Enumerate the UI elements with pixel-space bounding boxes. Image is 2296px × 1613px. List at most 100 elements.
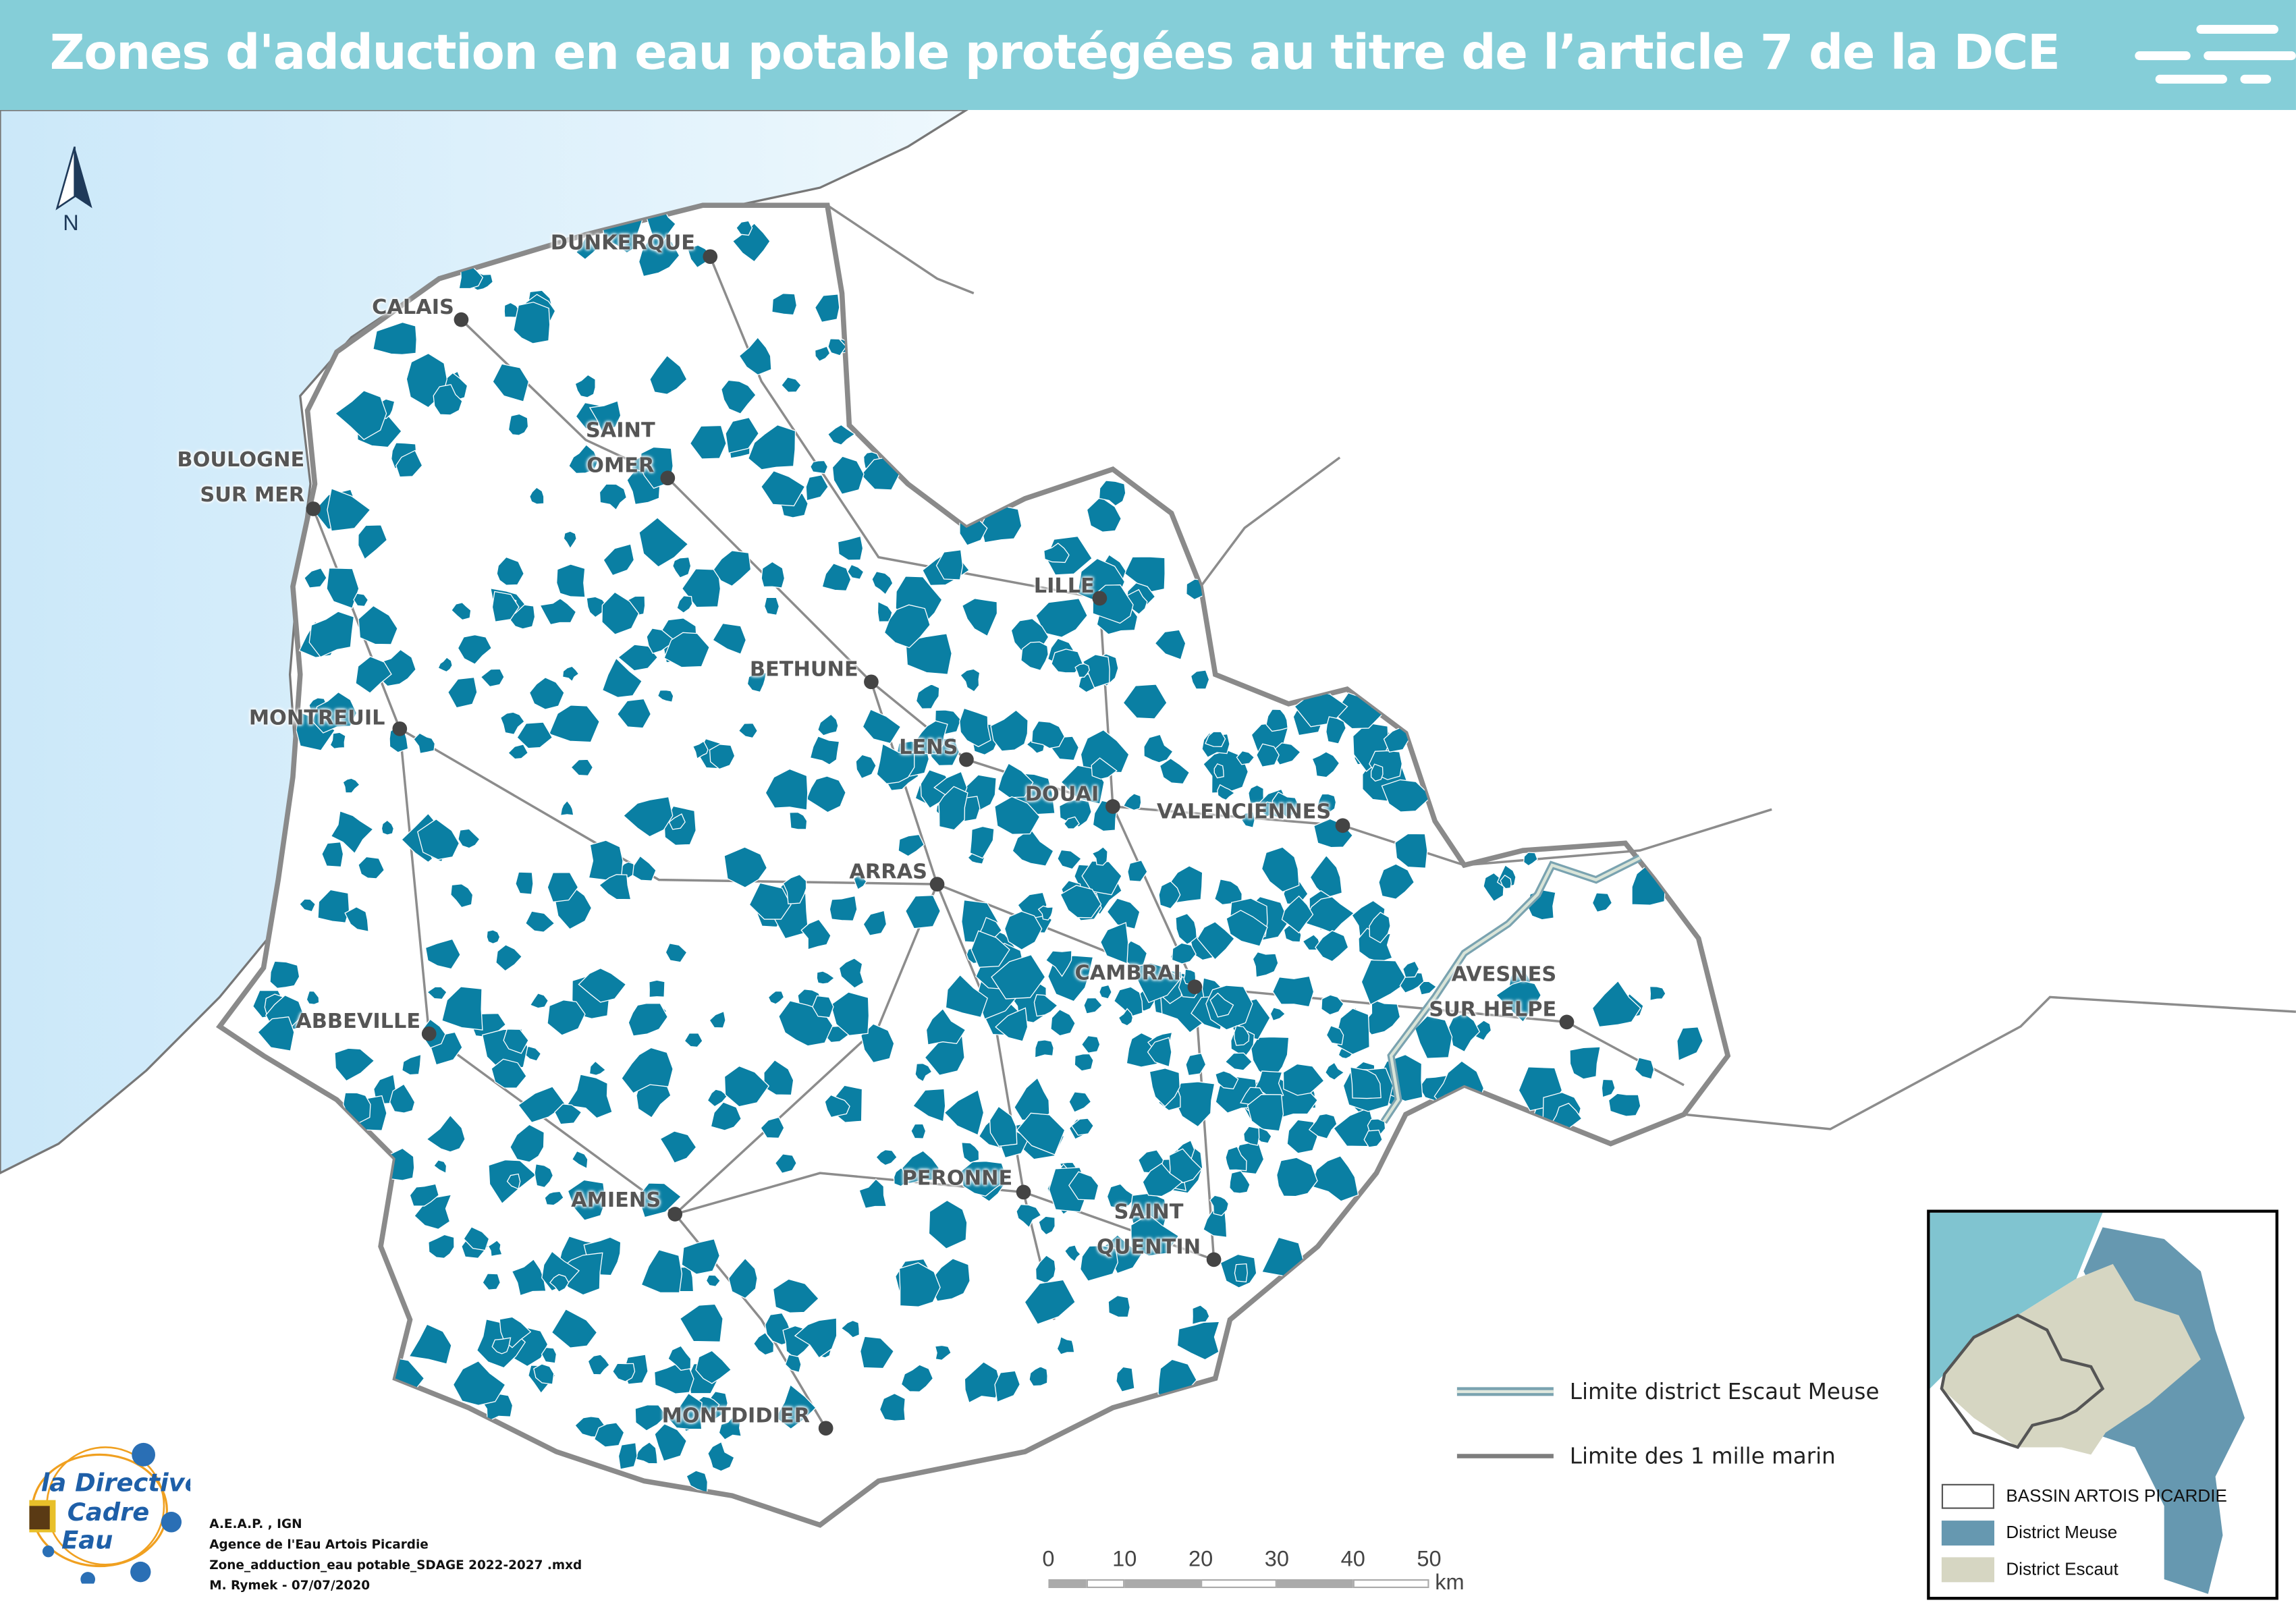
water-catchment-zone [1171,942,1197,964]
water-catchment-zone [1414,1015,1453,1059]
city-label-cambrai: CAMBRAI [1074,956,1180,991]
city-name-line: QUENTIN [1097,1236,1201,1260]
water-catchment-zone [599,874,632,900]
water-catchment-zone [637,1182,682,1218]
city-label-valenciennes: VALENCIENNES [1157,795,1331,830]
water-catchment-zone [728,1257,758,1299]
water-catchment-zone [1056,1336,1075,1355]
water-catchment-zone [1569,1046,1601,1080]
water-catchment-zone [1203,750,1249,794]
water-catchment-zone [709,744,736,770]
water-catchment-zone [1185,1052,1207,1076]
svg-text:la Directive: la Directive [41,1469,190,1498]
credits: A.E.A.P. , IGN Agence de l'Eau Artois Pi… [209,1514,582,1597]
water-catchment-zone [574,374,596,398]
water-catchment-zone [342,777,360,794]
water-catchment-zone [547,872,579,903]
water-catchment-zone [1229,1170,1251,1194]
water-catchment-zone [589,1060,607,1076]
water-catchment-zone [814,294,840,323]
water-catchment-zone [1035,597,1088,638]
water-catchment-zone [858,1178,887,1209]
city-marker-bethune [864,674,879,690]
water-catchment-zone [736,220,753,236]
water-catchment-zone [938,786,968,831]
water-catchment-zone [1190,669,1210,690]
water-catchment-zone [616,698,652,729]
water-catchment-zone [1074,1053,1094,1072]
water-catchment-zone [1158,880,1181,910]
water-catchment-zone [425,938,461,970]
water-catchment-zone [1143,734,1174,763]
water-catchment-zone [559,800,574,817]
water-catchment-zone [1281,895,1314,934]
water-catchment-zone [928,1199,968,1250]
water-catchment-zone [959,707,991,748]
water-catchment-zone [611,1363,636,1382]
water-catchment-zone [1159,757,1191,785]
city-name-line: SAINT [585,419,655,443]
water-catchment-zone [495,944,523,972]
water-catchment-zone [329,732,346,750]
water-catchment-zone [1130,962,1182,1004]
city-label-lille: LILLE [1034,569,1095,604]
city-marker-montdidier [818,1421,833,1436]
water-catchment-zone [809,736,840,765]
water-catchment-zone [853,874,867,890]
water-catchment-zone [784,1354,802,1373]
water-catchment-zone [667,1345,692,1371]
water-catchment-zone [763,1059,794,1096]
water-catchment-zone [529,993,549,1009]
water-catchment-zone [414,1194,452,1230]
water-catchment-zone [649,354,688,395]
water-catchment-zone [1045,950,1072,977]
water-catchment-zone [1241,811,1255,829]
water-catchment-zone [1634,1057,1655,1080]
water-catchment-zone [437,657,453,673]
water-catchment-zone [1402,960,1420,978]
water-catchment-zone [824,1094,850,1118]
water-catchment-zone [707,1089,728,1108]
water-catchment-zone [447,676,478,709]
water-catchment-zone [901,1150,940,1185]
water-catchment-zone [1500,875,1512,890]
water-catchment-zone [1394,833,1428,869]
water-catchment-zone [1063,816,1081,829]
map-canvas [0,109,2296,1528]
water-catchment-zone [1035,1255,1056,1284]
water-catchment-zone [358,605,398,645]
credit-line: Agence de l'Eau Artois Picardie [209,1538,429,1553]
city-marker-arras [929,877,945,892]
water-catchment-zone [654,1423,688,1462]
water-catchment-zone [912,720,948,755]
water-catchment-zone [997,763,1034,798]
city-marker-calais [454,312,469,327]
water-catchment-zone [358,524,388,560]
water-catchment-zone [402,1054,422,1076]
city-marker-valenciennes [1335,818,1350,833]
water-catchment-zone [672,556,692,578]
water-catchment-zone [1033,994,1058,1017]
city-label-amiens: AMIENS [571,1183,661,1218]
water-catchment-zone [570,759,594,777]
water-catchment-zone [879,1392,906,1422]
water-catchment-zone [381,819,395,836]
water-catchment-zone [883,604,931,649]
water-catchment-zone [547,1000,586,1036]
water-catchment-zone [837,535,864,561]
water-catchment-zone [634,1404,667,1431]
water-catchment-zone [601,591,640,635]
water-catchment-zone [1269,1007,1286,1022]
water-catchment-zone [492,363,530,402]
water-catchment-zone [1523,852,1538,867]
water-catchment-zone [1363,1129,1383,1148]
city-name-line: CALAIS [372,296,454,320]
city-marker-saint-omer [660,470,676,486]
city-name-line: VALENCIENNES [1156,800,1332,825]
city-label-boulogne: BOULOGNE SUR MER [177,443,304,513]
mile-limit-legend-symbol [1456,1454,1554,1458]
city-label-avesnes: AVESNES SUR HELPE [1429,958,1556,1028]
water-catchment-zone [539,597,577,626]
water-catchment-zone [989,1105,1018,1147]
water-catchment-zone [452,1360,506,1406]
